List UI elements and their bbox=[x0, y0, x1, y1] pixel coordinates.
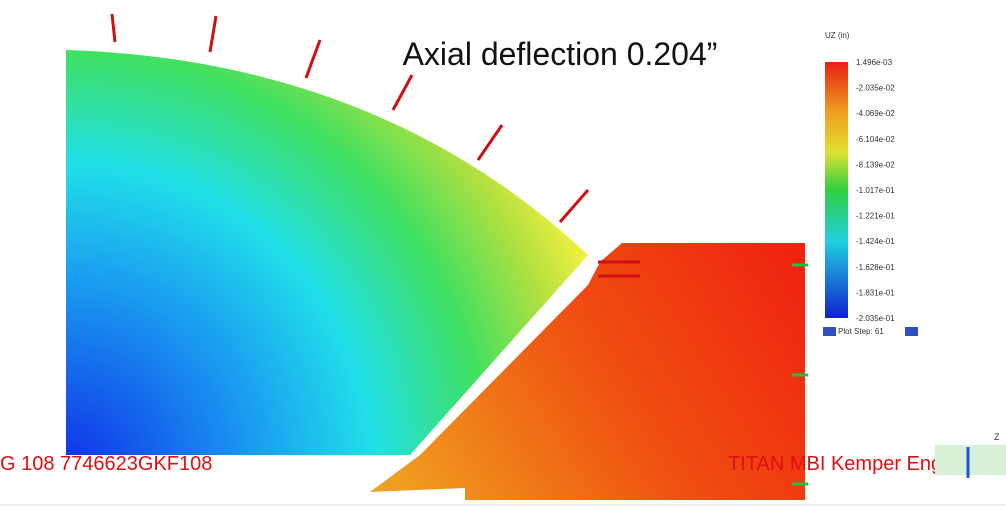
legend-label: -2.035e-01 bbox=[856, 314, 895, 323]
legend-label: 1.496e-03 bbox=[856, 58, 893, 67]
legend-title: UZ (in) bbox=[825, 31, 850, 40]
legend-label: -8.139e-02 bbox=[856, 160, 895, 169]
prev-step-button[interactable] bbox=[823, 327, 836, 336]
axis-label: Z bbox=[994, 432, 1000, 442]
legend-bar bbox=[825, 62, 848, 318]
next-step-button[interactable] bbox=[905, 327, 918, 336]
legend-label: -1.628e-01 bbox=[856, 263, 895, 272]
legend-label: -1.017e-01 bbox=[856, 186, 895, 195]
legend-label: -6.104e-02 bbox=[856, 135, 895, 144]
legend-label: -1.424e-01 bbox=[856, 237, 895, 246]
legend-label: -2.035e-02 bbox=[856, 84, 895, 93]
title: Axial deflection 0.204” bbox=[403, 36, 718, 72]
legend-label: -1.221e-01 bbox=[856, 212, 895, 221]
plot-step: Plot Step: 61 bbox=[838, 327, 884, 336]
fea-screenshot: Axial deflection 0.204” UZ (in) 1.496e-0… bbox=[0, 0, 1006, 516]
triad-box bbox=[935, 445, 1006, 475]
legend-label: -1.831e-01 bbox=[856, 288, 895, 297]
legend-label: -4.069e-02 bbox=[856, 109, 895, 118]
footer-right: TITAN MBI Kemper Eng bbox=[728, 453, 942, 475]
footer-left: G 108 7746623GKF108 bbox=[0, 453, 212, 475]
legend-labels: 1.496e-03 -2.035e-02 -4.069e-02 -6.104e-02 -… bbox=[856, 58, 895, 323]
